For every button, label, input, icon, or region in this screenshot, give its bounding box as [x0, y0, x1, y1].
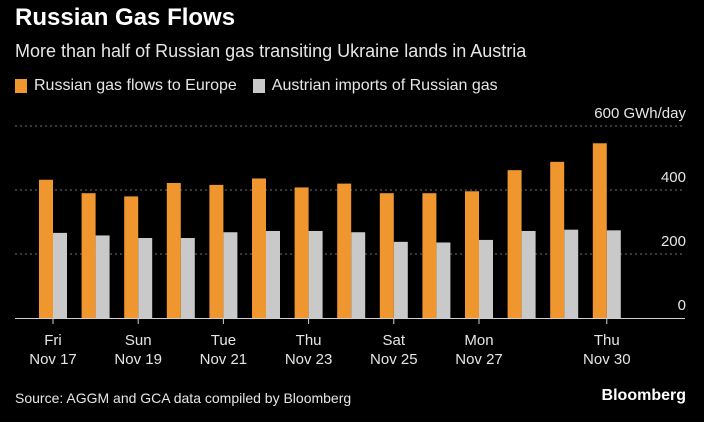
legend-label-europe: Russian gas flows to Europe	[34, 77, 237, 94]
source-note: Source: AGGM and GCA data compiled by Bl…	[15, 390, 352, 406]
y-tick-label-0: 0	[678, 297, 686, 314]
bar-austria-6	[308, 230, 323, 318]
bar-austria-9	[436, 242, 451, 318]
bar-austria-12	[564, 229, 579, 318]
x-tick-day-8: Sat	[383, 332, 406, 349]
bar-austria-13	[606, 230, 621, 318]
bar-europe-7	[337, 183, 352, 318]
bar-austria-1	[95, 235, 110, 318]
bar-europe-11	[507, 170, 522, 318]
bar-austria-3	[180, 238, 195, 318]
x-tick-date-10: Nov 27	[455, 351, 503, 368]
bar-austria-4	[223, 232, 238, 318]
bar-europe-9	[422, 193, 437, 318]
bar-europe-0	[39, 179, 53, 318]
bar-europe-5	[252, 178, 266, 318]
y-tick-label-200: 200	[661, 233, 686, 250]
bloomberg-logo: Bloomberg	[601, 387, 686, 404]
chart-title: Russian Gas Flows	[15, 4, 236, 31]
chart-subtitle: More than half of Russian gas transiting…	[15, 41, 527, 61]
x-tick-date-8: Nov 25	[370, 351, 418, 368]
bar-europe-2	[124, 196, 139, 318]
bar-austria-11	[521, 230, 536, 318]
legend-label-austria: Austrian imports of Russian gas	[271, 77, 498, 94]
bar-europe-8	[379, 193, 394, 318]
y-tick-label-400: 400	[661, 169, 686, 186]
x-tick-day-10: Mon	[464, 332, 493, 349]
x-tick-date-2: Nov 19	[114, 351, 162, 368]
y-tick-label-600: 600 GWh/day	[594, 105, 686, 122]
bar-austria-10	[479, 239, 493, 318]
x-tick-date-6: Nov 23	[285, 351, 333, 368]
x-tick-day-0: Fri	[44, 332, 62, 349]
bar-europe-12	[550, 161, 565, 318]
x-tick-day-4: Tue	[211, 332, 236, 349]
x-tick-date-0: Nov 17	[29, 351, 77, 368]
bar-europe-13	[592, 143, 607, 318]
x-tick-date-13: Nov 30	[583, 351, 631, 368]
legend-item-austria: Austrian imports of Russian gas	[252, 77, 498, 95]
x-tick-day-13: Thu	[594, 332, 620, 349]
bar-europe-3	[166, 182, 181, 318]
x-tick-day-2: Sun	[125, 332, 152, 349]
bar-europe-6	[294, 187, 309, 318]
legend: Russian gas flows to Europe Austrian imp…	[15, 75, 514, 97]
legend-swatch-austria	[252, 79, 265, 93]
bar-austria-7	[351, 232, 366, 318]
bar-austria-2	[138, 238, 153, 318]
bar-austria-5	[266, 230, 280, 318]
bar-austria-8	[393, 241, 408, 318]
bar-europe-10	[465, 191, 479, 318]
x-tick-date-4: Nov 21	[200, 351, 248, 368]
x-tick-day-6: Thu	[296, 332, 322, 349]
bar-austria-0	[53, 232, 67, 318]
bar-europe-1	[81, 193, 96, 318]
legend-item-europe: Russian gas flows to Europe	[15, 77, 237, 95]
bar-europe-4	[209, 184, 224, 318]
legend-swatch-europe	[15, 79, 27, 93]
